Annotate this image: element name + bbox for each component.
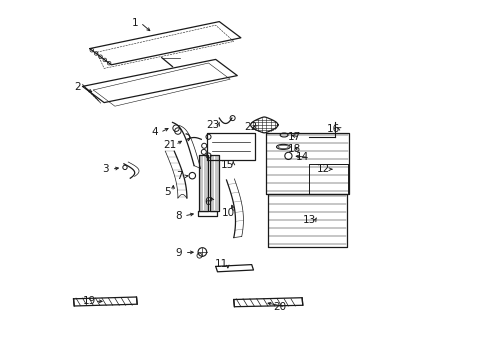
Text: 8: 8 bbox=[175, 211, 181, 221]
Text: 7: 7 bbox=[175, 171, 182, 181]
Text: 1: 1 bbox=[131, 18, 138, 28]
Text: 5: 5 bbox=[163, 187, 170, 197]
Text: 18: 18 bbox=[287, 144, 300, 154]
Text: 19: 19 bbox=[82, 296, 96, 306]
Text: 6: 6 bbox=[204, 197, 211, 207]
Text: 15: 15 bbox=[221, 159, 234, 170]
Text: 16: 16 bbox=[326, 123, 340, 134]
Text: 11: 11 bbox=[215, 259, 228, 269]
Text: 23: 23 bbox=[206, 120, 219, 130]
Text: 22: 22 bbox=[244, 122, 257, 132]
Text: 20: 20 bbox=[273, 302, 286, 312]
Text: 14: 14 bbox=[296, 152, 309, 162]
Text: 21: 21 bbox=[163, 140, 176, 150]
Text: 17: 17 bbox=[287, 132, 300, 142]
Text: 13: 13 bbox=[302, 215, 315, 225]
Text: 4: 4 bbox=[151, 127, 158, 138]
Text: 12: 12 bbox=[316, 164, 329, 174]
Text: 3: 3 bbox=[102, 164, 109, 174]
Text: 10: 10 bbox=[221, 208, 234, 218]
Text: 2: 2 bbox=[74, 82, 81, 93]
Text: 9: 9 bbox=[175, 248, 182, 258]
